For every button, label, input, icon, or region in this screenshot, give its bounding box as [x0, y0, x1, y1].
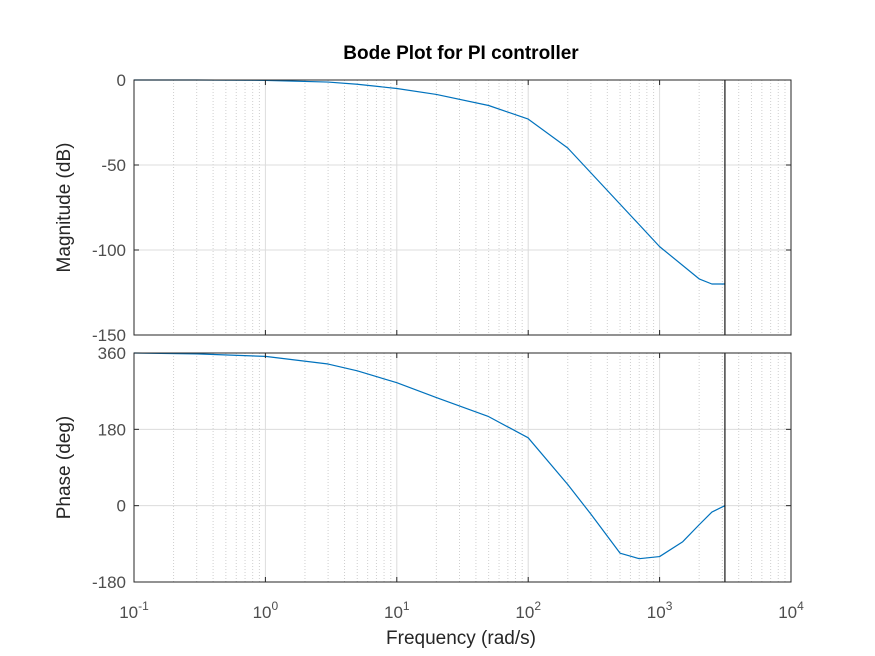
phase-curve — [133, 352, 726, 560]
phase-axes-box — [133, 352, 792, 583]
phase-y-tick-label: 180 — [98, 420, 126, 439]
phase-y-axis-label: Phase (deg) — [54, 416, 75, 520]
x-tick-label: 102 — [515, 599, 541, 622]
x-tick-label: 101 — [384, 599, 410, 622]
magnitude-y-tick-label: 0 — [117, 71, 126, 90]
magnitude-curve — [134, 79, 725, 285]
phase-y-tick-label: -180 — [92, 573, 126, 592]
x-tick-label: 100 — [253, 599, 279, 622]
magnitude-y-tick-label: -50 — [101, 156, 126, 175]
x-tick-label: 104 — [778, 599, 804, 622]
x-tick-label: 10-1 — [119, 599, 149, 622]
phase-y-tick-label: 0 — [117, 497, 126, 516]
magnitude-y-tick-label: -150 — [92, 326, 126, 345]
magnitude-y-tick-label: -100 — [92, 241, 126, 260]
magnitude-axes-box — [133, 79, 792, 336]
magnitude-y-axis-label: Magnitude (dB) — [54, 143, 75, 273]
chart-title: Bode Plot for PI controller — [343, 43, 579, 64]
phase-y-tick-label: 360 — [98, 344, 126, 363]
x-axis-label: Frequency (rad/s) — [386, 628, 536, 649]
x-tick-label: 103 — [647, 599, 673, 622]
